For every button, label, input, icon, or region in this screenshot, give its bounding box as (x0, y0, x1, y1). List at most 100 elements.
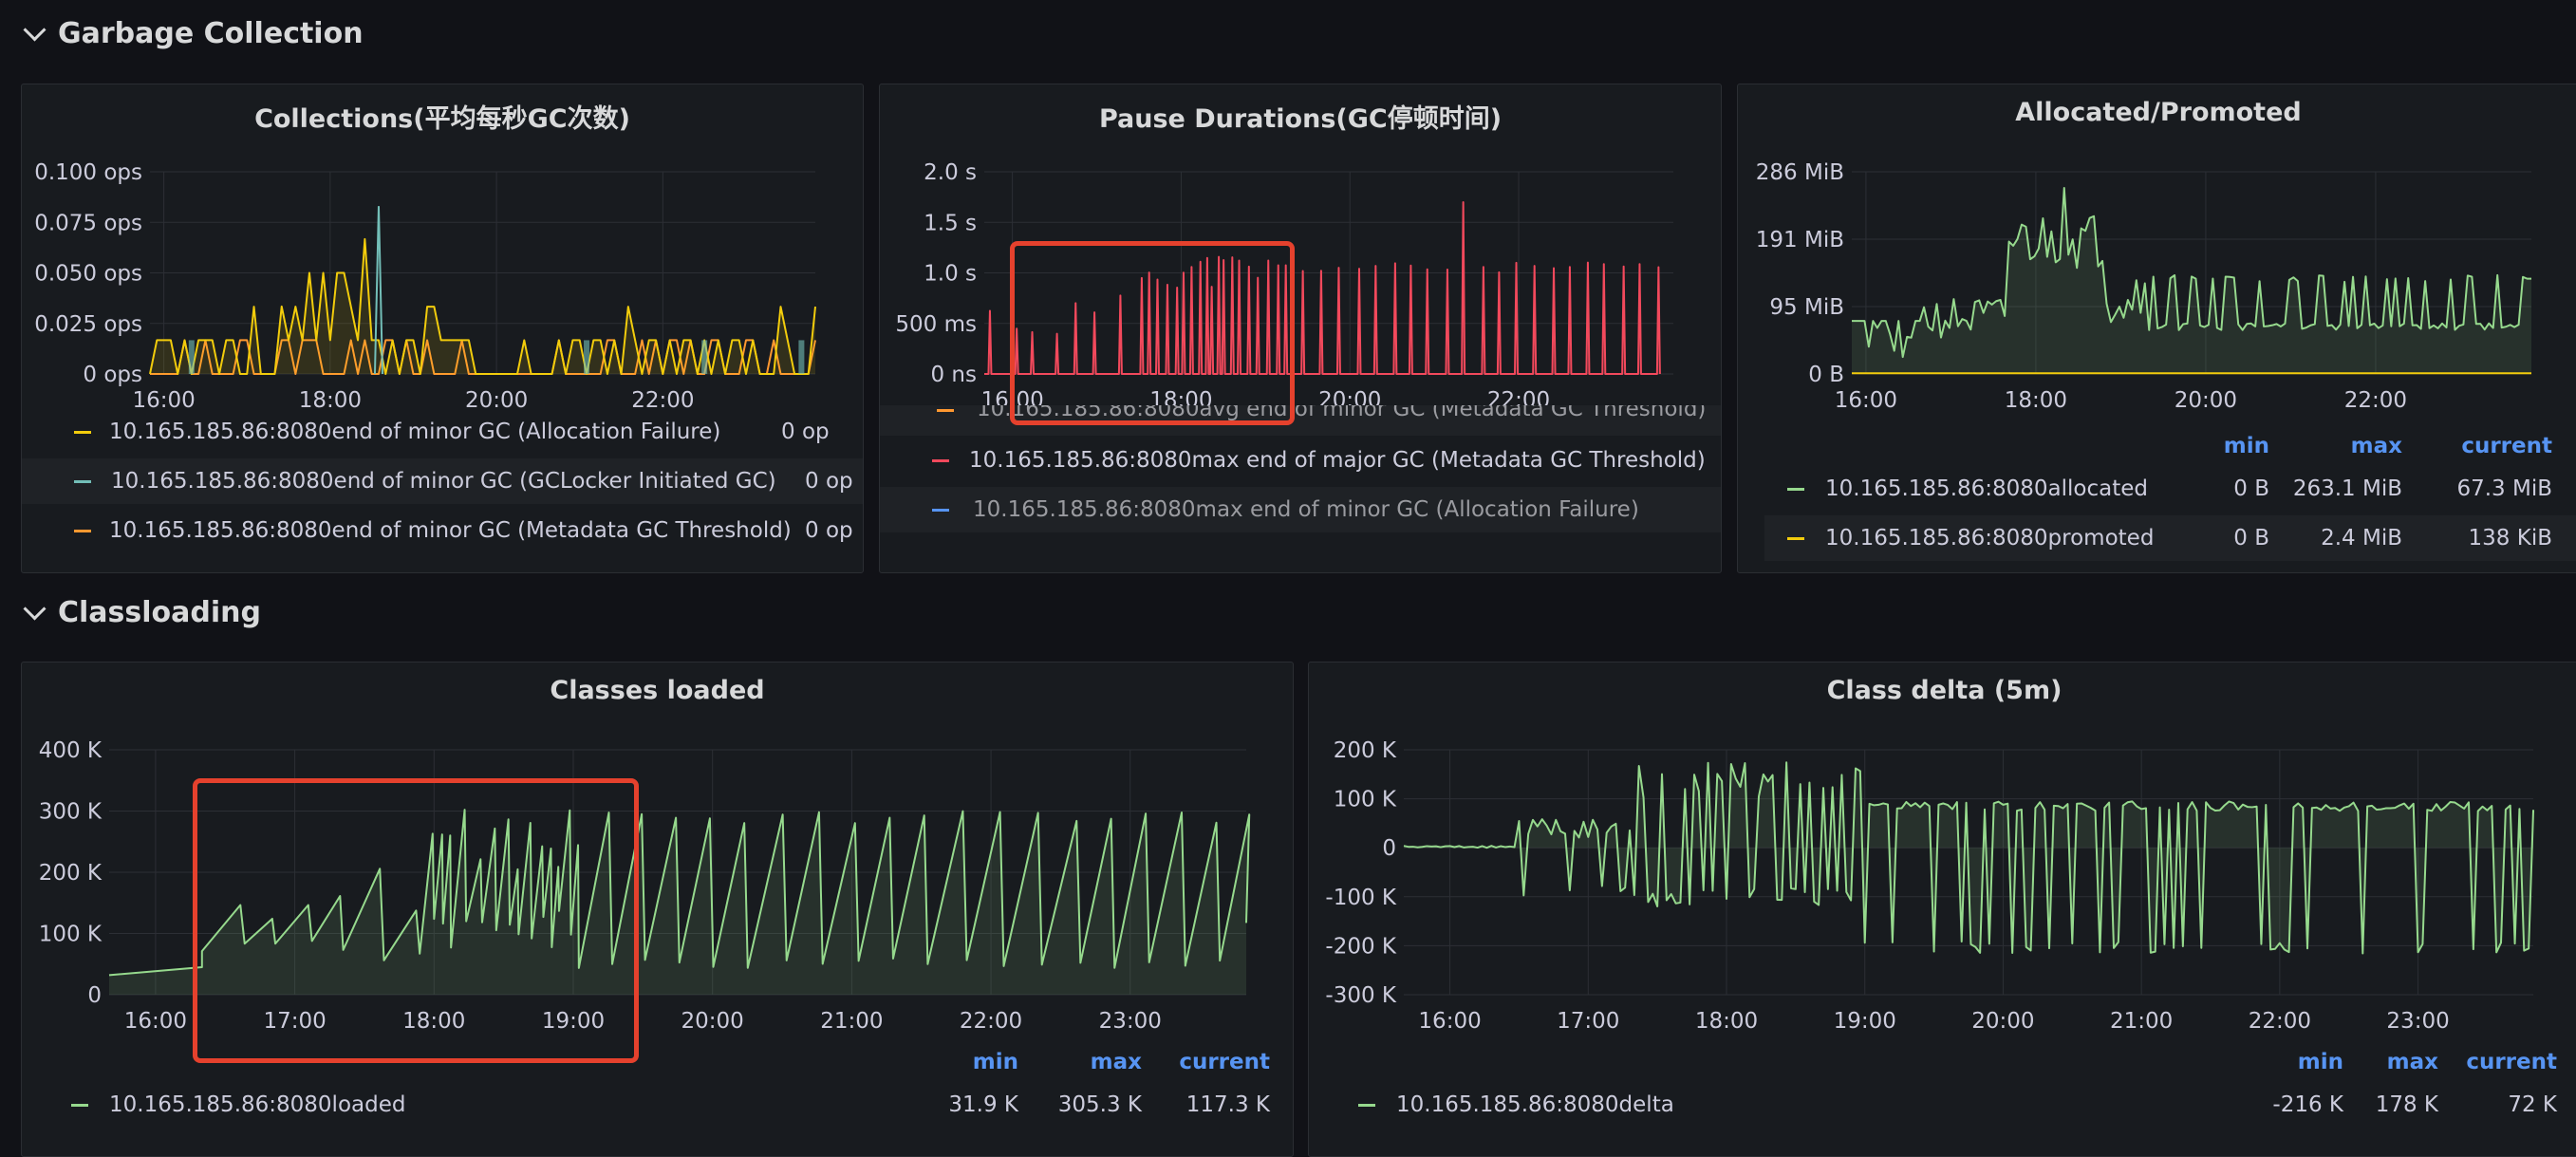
series-bar (188, 340, 195, 374)
legend-header-min[interactable]: min (2297, 1050, 2343, 1074)
x-tick-label: 22:00 (2249, 1009, 2311, 1034)
legend-header-min[interactable]: min (2223, 434, 2269, 458)
legend: min max current 10.165.185.86:8080loaded… (22, 1046, 1293, 1150)
series-line (1403, 761, 2534, 955)
collections-chart[interactable]: 0 ops 0.025 ops 0.050 ops 0.075 ops 0.100 op… (22, 84, 863, 572)
y-tick-label: -300 K (1325, 983, 1397, 1008)
x-tick-label: 20:00 (465, 388, 528, 413)
y-tick-label: 0 ns (930, 363, 977, 387)
y-tick-label: -100 K (1325, 886, 1397, 910)
legend-series-name: 10.165.185.86:8080delta (1396, 1092, 1674, 1117)
legend-item[interactable]: 10.165.185.86:8080end of minor GC (Metad… (22, 508, 863, 553)
series-area (109, 810, 1250, 995)
y-tick-label: 500 ms (895, 312, 977, 337)
legend-header-max[interactable]: max (2386, 1050, 2438, 1074)
x-tick-label: 23:00 (1099, 1009, 1162, 1034)
allocated-promoted-chart[interactable]: 0 B 95 MiB 191 MiB 286 MiB 16:00 18:00 20:00 22… (1738, 84, 2576, 572)
x-tick-label: 19:00 (1834, 1009, 1896, 1034)
legend-header-current[interactable]: current (2466, 1050, 2557, 1074)
panel-allocated-promoted[interactable]: Allocated/Promoted 0 B 95 MiB 191 MiB 286 M… (1737, 84, 2576, 573)
legend-header-current[interactable]: current (2461, 434, 2552, 458)
row-header-classloading[interactable]: Classloading (19, 596, 261, 629)
legend-series-name: 10.165.185.86:8080max end of minor GC (A… (973, 497, 1639, 522)
legend-item[interactable]: 10.165.185.86:8080avg end of minor GC (M… (880, 405, 1721, 436)
x-tick-label: 17:00 (1557, 1009, 1619, 1034)
series-line (1852, 187, 2532, 359)
series-swatch-icon (74, 431, 91, 434)
series-swatch-icon (937, 409, 954, 412)
legend-series-name: 10.165.185.86:8080allocated (1825, 476, 2149, 501)
x-tick-label: 18:00 (1695, 1009, 1758, 1034)
legend-series-name: 10.165.185.86:8080avg end of minor GC (M… (977, 405, 1707, 421)
series-line (373, 206, 383, 375)
x-tick-label: 21:00 (820, 1009, 883, 1034)
panel-title[interactable]: Class delta (5m) (1826, 676, 2063, 705)
class-delta-chart[interactable]: -300 K -200 K -100 K 0 100 K 200 K 16:00 17:00 1… (1309, 662, 2576, 1156)
legend-item[interactable]: 10.165.185.86:8080loaded 31.9 K 305.3 K … (22, 1082, 1293, 1128)
series-line (984, 200, 1661, 375)
legend-item[interactable]: 10.165.185.86:8080end of minor GC (Alloc… (22, 409, 863, 455)
legend-min: 0 B (2233, 526, 2269, 551)
panel-title[interactable]: Allocated/Promoted (2015, 98, 2302, 127)
legend-current: 67.3 MiB (2456, 476, 2552, 501)
series-swatch-icon (1787, 537, 1804, 540)
y-tick-label: 0 B (1808, 363, 1844, 387)
legend-series-name: 10.165.185.86:8080end of minor GC (GCLoc… (111, 469, 776, 494)
panel-title[interactable]: Collections(平均每秒GC次数) (254, 104, 630, 134)
row-title: Garbage Collection (58, 17, 364, 50)
x-tick-label: 20:00 (1971, 1009, 2034, 1034)
x-tick-label: 16:00 (124, 1009, 187, 1034)
y-tick-label: 95 MiB (1769, 295, 1844, 320)
legend-item[interactable]: 10.165.185.86:8080allocated 0 B 263.1 Mi… (1738, 466, 2576, 512)
legend-header-max[interactable]: max (1090, 1050, 1142, 1074)
legend-min: -216 K (2272, 1092, 2343, 1117)
legend-item[interactable]: 10.165.185.86:8080delta -216 K 178 K 72 … (1309, 1082, 2576, 1128)
y-tick-label: 2.0 s (924, 160, 977, 185)
legend-value: 0 op (805, 469, 853, 494)
x-tick-label: 18:00 (299, 388, 362, 413)
y-tick-label: 1.5 s (924, 211, 977, 235)
legend-item[interactable]: 10.165.185.86:8080promoted 0 B 2.4 MiB 1… (1764, 515, 2576, 561)
panel-class-delta[interactable]: Class delta (5m) -300 K -200 K -100 K 0 100 … (1308, 662, 2576, 1157)
series-swatch-icon (71, 1104, 88, 1107)
y-tick-label: 0.025 ops (34, 312, 142, 337)
legend-item[interactable]: 10.165.185.86:8080end of minor GC (GCLoc… (22, 458, 863, 504)
legend-header-min[interactable]: min (972, 1050, 1018, 1074)
x-tick-label: 16:00 (1418, 1009, 1481, 1034)
legend: 10.165.185.86:8080avg end of minor GC (M… (880, 405, 1721, 572)
legend: min max current 10.165.185.86:8080alloca… (1738, 426, 2576, 572)
legend-item[interactable]: 10.165.185.86:8080max end of major GC (M… (880, 438, 1721, 483)
panel-title[interactable]: Classes loaded (550, 676, 765, 705)
x-tick-label: 16:00 (1835, 388, 1897, 413)
classes-loaded-chart[interactable]: 0 100 K 200 K 300 K 400 K 16:00 17:00 18:00 19:0… (22, 662, 1293, 1156)
y-tick-label: 286 MiB (1756, 160, 1844, 185)
red-highlight-box (193, 778, 639, 1063)
panel-pause-durations[interactable]: Pause Durations(GC停顿时间) 0 ns 500 ms 1.0 s 1… (879, 84, 1722, 573)
legend-min: 0 B (2233, 476, 2269, 501)
legend-header-max[interactable]: max (2350, 434, 2402, 458)
x-tick-label: 20:00 (681, 1009, 744, 1034)
x-tick-label: 22:00 (631, 388, 694, 413)
y-tick-label: 100 K (39, 923, 103, 947)
legend-header-current[interactable]: current (1179, 1050, 1270, 1074)
panel-collections[interactable]: Collections(平均每秒GC次数) 0 ops 0.025 ops 0.05… (21, 84, 864, 573)
legend-item[interactable]: 10.165.185.86:8080max end of minor GC (A… (880, 487, 1721, 532)
series-bar (798, 340, 805, 374)
y-tick-label: -200 K (1325, 934, 1397, 959)
legend-series-name: 10.165.185.86:8080end of minor GC (Metad… (109, 518, 792, 543)
y-tick-label: 400 K (39, 738, 103, 763)
series-swatch-icon (932, 459, 949, 462)
series-swatch-icon (74, 530, 91, 532)
series-bar (701, 340, 708, 374)
chevron-down-icon (23, 18, 47, 42)
x-tick-label: 20:00 (2175, 388, 2237, 413)
y-tick-label: 191 MiB (1756, 228, 1844, 252)
legend-current: 138 KiB (2468, 526, 2552, 551)
legend-max: 178 K (2375, 1092, 2438, 1117)
row-title: Classloading (58, 596, 261, 629)
x-tick-label: 19:00 (542, 1009, 605, 1034)
x-tick-label: 22:00 (960, 1009, 1022, 1034)
panel-classes-loaded[interactable]: Classes loaded 0 100 K 200 K 300 K 400 K 16:0… (21, 662, 1294, 1157)
panel-title[interactable]: Pause Durations(GC停顿时间) (1098, 104, 1503, 134)
row-header-garbage-collection[interactable]: Garbage Collection (19, 17, 364, 50)
